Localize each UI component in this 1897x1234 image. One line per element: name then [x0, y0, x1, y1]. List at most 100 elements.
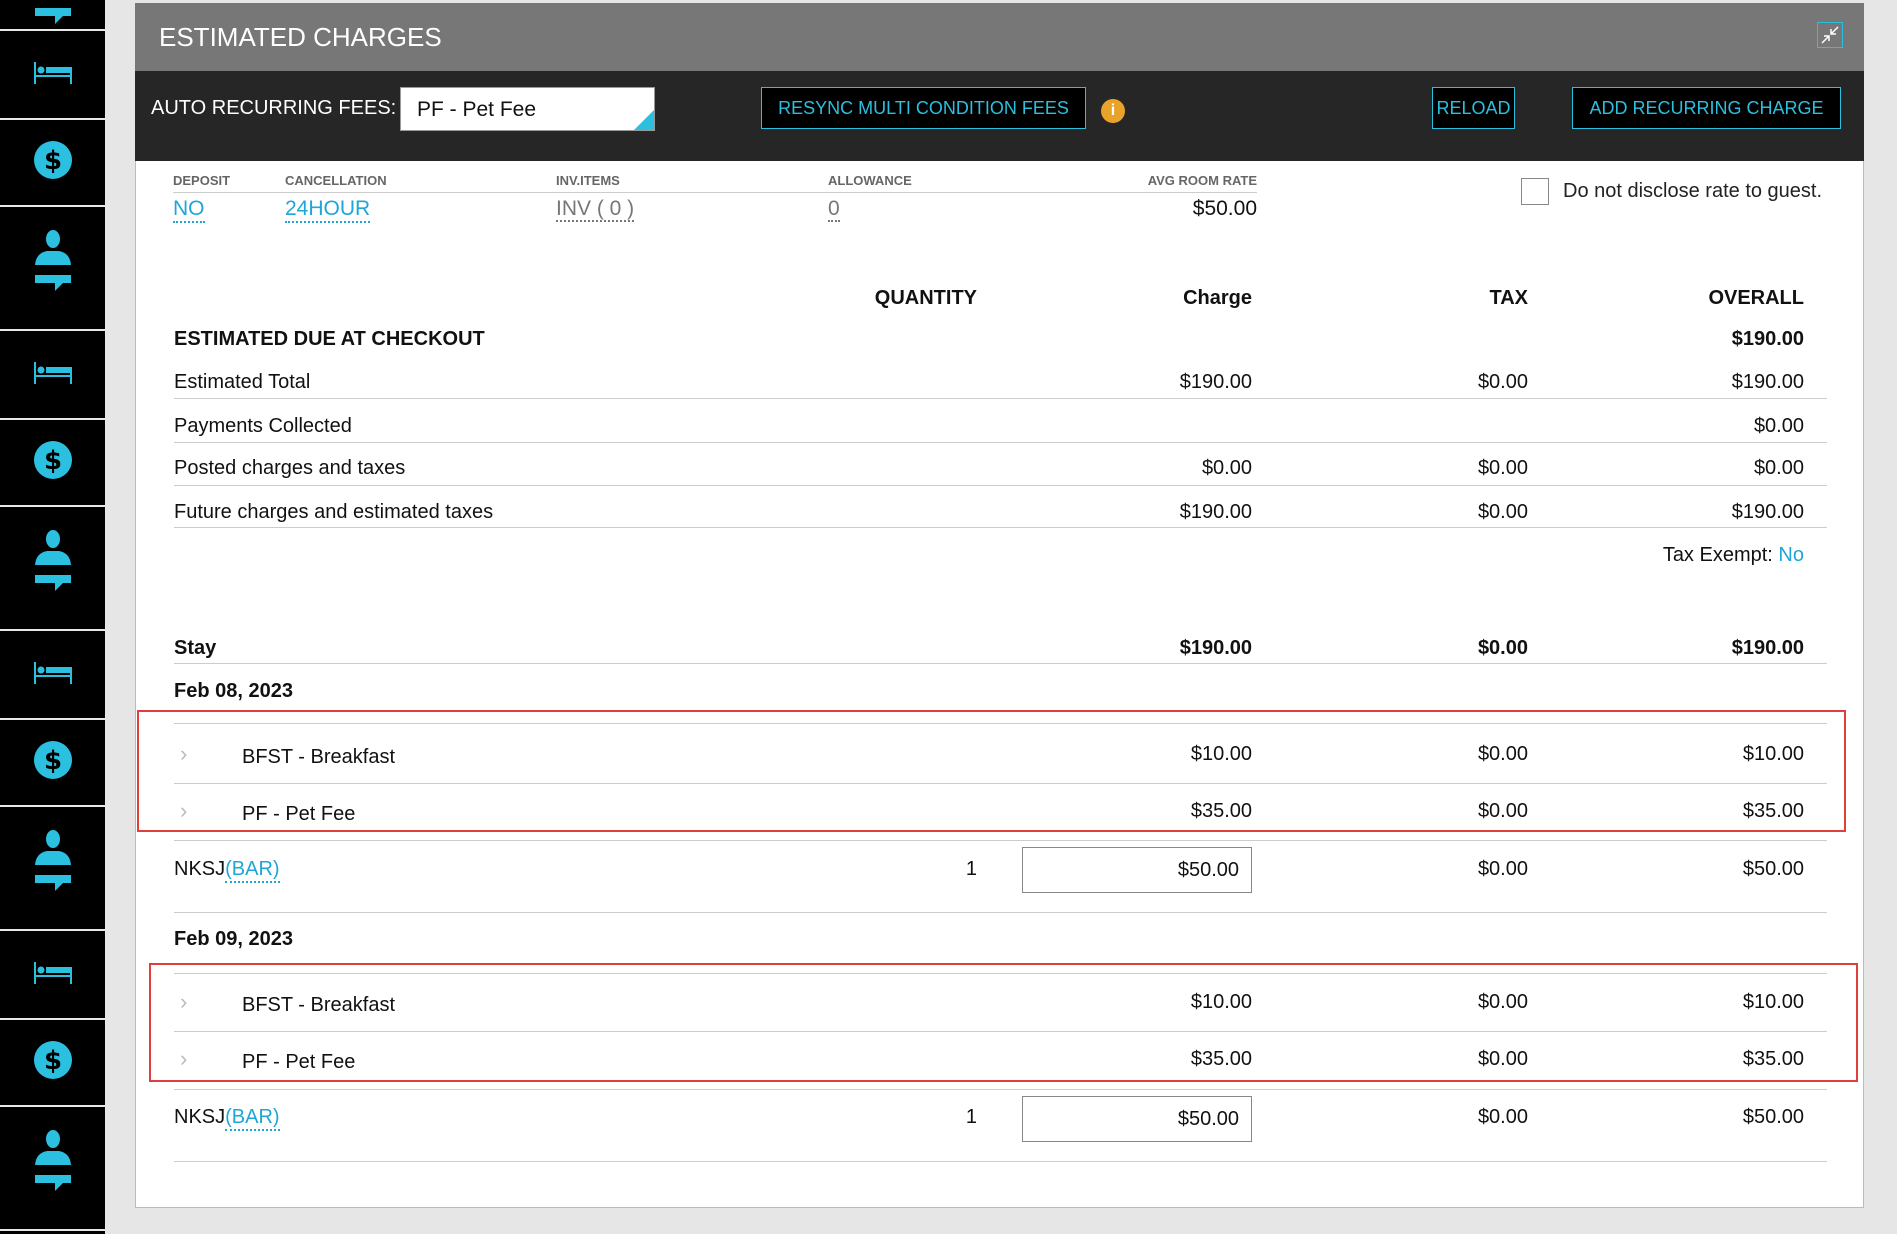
tax-exempt-link[interactable]: No	[1778, 544, 1804, 566]
row-tax: $0.00	[1477, 501, 1528, 523]
sidebar-divider	[0, 629, 105, 631]
person-chat-icon[interactable]	[0, 0, 105, 30]
auto-recurring-fees-select[interactable]: PF - Pet Fee	[400, 87, 655, 131]
row-divider	[174, 840, 1827, 841]
collapse-icon[interactable]	[1817, 22, 1843, 48]
row-label: Payments Collected	[174, 415, 352, 437]
sidebar-divider	[0, 718, 105, 720]
reload-button[interactable]: RELOAD	[1432, 87, 1515, 129]
tax-exempt-label: Tax Exempt:	[1662, 544, 1773, 566]
row-overall: $190.00	[1731, 371, 1804, 393]
bed-icon[interactable]	[0, 60, 105, 84]
dollar-icon[interactable]	[0, 140, 105, 180]
room-tax: $0.00	[1477, 1106, 1528, 1128]
allowance-link[interactable]: 0	[828, 197, 840, 222]
item-tax: $0.00	[1477, 1048, 1528, 1070]
chevron-right-icon[interactable]: ›	[180, 798, 188, 823]
resync-multi-condition-fees-button[interactable]: RESYNC MULTI CONDITION FEES	[761, 87, 1086, 129]
chevron-right-icon[interactable]: ›	[180, 1046, 188, 1071]
avg-room-rate-value: $50.00	[1192, 197, 1257, 220]
allowance-label: ALLOWANCE	[828, 173, 912, 188]
sidebar-divider	[0, 929, 105, 931]
item-name: BFST - Breakfast	[242, 994, 396, 1016]
charge-item-row[interactable]: › PF - Pet Fee $35.00 $0.00 $35.00	[0, 797, 1897, 825]
summary-row: Estimated Total $190.00 $0.00 $190.00	[0, 368, 1897, 396]
item-name: BFST - Breakfast	[242, 746, 396, 768]
row-divider	[174, 1031, 1827, 1032]
inv-items-link[interactable]: INV ( 0 )	[556, 197, 635, 222]
summary-row: Future charges and estimated taxes $190.…	[0, 498, 1897, 526]
row-divider	[174, 723, 1827, 724]
tax-header: TAX	[1489, 287, 1528, 309]
item-charge: $10.00	[1190, 991, 1252, 1013]
auto-recurring-fees-value: PF - Pet Fee	[417, 98, 537, 121]
estimated-due-row: ESTIMATED DUE AT CHECKOUT $190.00	[0, 325, 1897, 353]
row-label: Posted charges and taxes	[174, 457, 406, 479]
chevron-right-icon[interactable]: ›	[180, 989, 188, 1014]
room-overall: $50.00	[1742, 1106, 1804, 1128]
item-charge: $35.00	[1190, 800, 1252, 822]
sidebar-divider	[0, 329, 105, 331]
charge-item-row[interactable]: › BFST - Breakfast $10.00 $0.00 $10.00	[0, 988, 1897, 1016]
row-divider	[174, 973, 1827, 974]
stay-tax: $0.00	[1477, 637, 1528, 659]
item-overall: $35.00	[1742, 800, 1804, 822]
charge-item-row[interactable]: › PF - Pet Fee $35.00 $0.00 $35.00	[0, 1045, 1897, 1073]
stay-row: Stay $190.00 $0.00 $190.00	[0, 634, 1897, 662]
do-not-disclose-label: Do not disclose rate to guest.	[1563, 180, 1823, 202]
row-divider	[174, 663, 1827, 664]
summary-row: Payments Collected $0.00	[0, 412, 1897, 440]
stay-label: Stay	[174, 637, 217, 659]
bed-icon[interactable]	[0, 960, 105, 984]
sidebar-divider	[0, 29, 105, 31]
summary-header-row: QUANTITY Charge TAX OVERALL	[0, 284, 1897, 312]
item-tax: $0.00	[1477, 991, 1528, 1013]
person-chat-icon[interactable]	[0, 1129, 105, 1193]
room-code: NKSJ	[174, 858, 226, 880]
sidebar-divider	[0, 505, 105, 507]
cancellation-link[interactable]: 24HOUR	[285, 197, 371, 223]
estimated-charges-panel	[135, 3, 1864, 1208]
info-icon[interactable]: i	[1101, 99, 1125, 123]
rate-plan-link[interactable]: (BAR)	[225, 1106, 280, 1131]
room-charge-input[interactable]: $50.00	[1022, 847, 1252, 893]
sidebar	[0, 0, 105, 1234]
do-not-disclose-checkbox[interactable]	[1521, 178, 1549, 205]
tax-exempt-row: Tax Exempt: No	[0, 541, 1897, 569]
sidebar-divider	[0, 205, 105, 207]
room-code: NKSJ	[174, 1106, 226, 1128]
row-tax: $0.00	[1477, 457, 1528, 479]
cancellation-label: CANCELLATION	[285, 173, 387, 188]
sidebar-divider	[0, 1105, 105, 1107]
chevron-right-icon[interactable]: ›	[180, 741, 188, 766]
row-label: Estimated Total	[174, 371, 311, 393]
room-rate-row: NKSJ(BAR) 1 $0.00 $50.00	[0, 1103, 1897, 1131]
panel-title-bar	[135, 3, 1864, 71]
day-date: Feb 08, 2023	[174, 680, 293, 702]
sidebar-divider	[0, 118, 105, 120]
room-rate-row: NKSJ(BAR) 1 $0.00 $50.00	[0, 855, 1897, 883]
row-overall: $0.00	[1753, 457, 1804, 479]
panel-title: ESTIMATED CHARGES	[159, 22, 442, 52]
rate-plan-link[interactable]: (BAR)	[225, 858, 280, 883]
row-divider	[174, 1161, 1827, 1162]
deposit-link[interactable]: NO	[173, 197, 205, 223]
row-overall: $190.00	[1731, 501, 1804, 523]
row-divider	[174, 912, 1827, 913]
estimated-due-label: ESTIMATED DUE AT CHECKOUT	[174, 328, 485, 350]
charge-item-row[interactable]: › BFST - Breakfast $10.00 $0.00 $10.00	[0, 740, 1897, 768]
row-divider	[174, 527, 1827, 528]
auto-recurring-fees-label: AUTO RECURRING FEES:	[151, 97, 397, 119]
item-charge: $35.00	[1190, 1048, 1252, 1070]
row-charge: $190.00	[1179, 371, 1252, 393]
add-recurring-charge-button[interactable]: ADD RECURRING CHARGE	[1572, 87, 1841, 129]
sidebar-divider	[0, 805, 105, 807]
item-tax: $0.00	[1477, 800, 1528, 822]
day-date-row: Feb 08, 2023	[0, 677, 1897, 705]
row-divider	[174, 485, 1827, 486]
room-charge-input[interactable]: $50.00	[1022, 1096, 1252, 1142]
row-divider	[174, 442, 1827, 443]
item-name: PF - Pet Fee	[242, 1051, 356, 1073]
room-quantity: 1	[965, 858, 977, 880]
info-divider	[173, 192, 1257, 193]
